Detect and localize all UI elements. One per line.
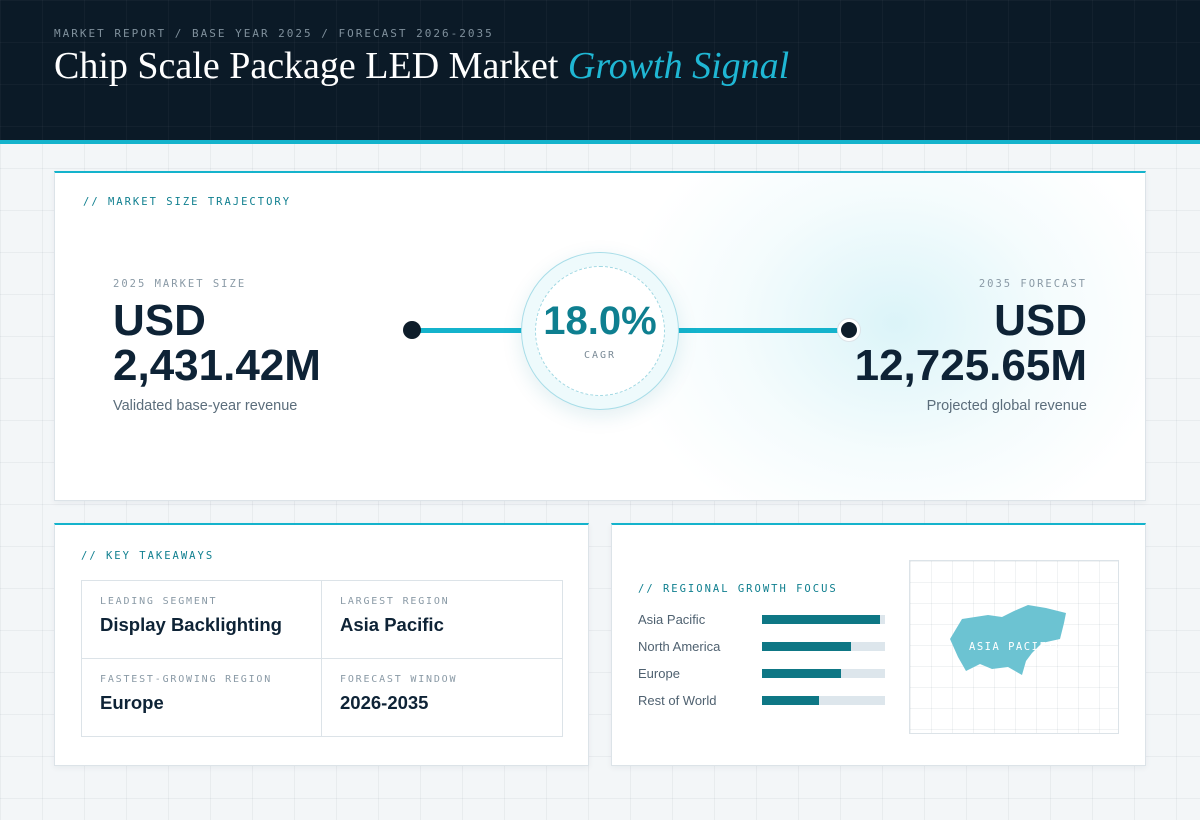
cagr-inner-ring (535, 266, 665, 396)
takeaway-label: LEADING SEGMENT (100, 596, 218, 607)
end-stat-sub: Projected global revenue (926, 398, 1087, 414)
region-bar-row: Rest of World (638, 691, 888, 711)
takeaway-fastest-growing-region: FASTEST-GROWING REGION Europe (82, 659, 322, 736)
takeaway-value: Asia Pacific (340, 614, 444, 635)
trajectory-section-label: // MARKET SIZE TRAJECTORY (83, 196, 292, 208)
takeaway-largest-region: LARGEST REGION Asia Pacific (322, 581, 562, 659)
title-accent: Growth Signal (567, 45, 790, 87)
takeaway-label: FASTEST-GROWING REGION (100, 674, 273, 685)
cagr-label: CAGR (583, 350, 617, 361)
region-bar-row: North America (638, 637, 888, 657)
region-bar-row: Europe (638, 664, 888, 684)
end-currency: USD (994, 296, 1087, 345)
region-bar-row: Asia Pacific (638, 610, 888, 630)
cagr-value: 18.0% (543, 299, 657, 343)
takeaway-leading-segment: LEADING SEGMENT Display Backlighting (82, 581, 322, 659)
region-bar-track (762, 642, 885, 651)
region-bar-fill (762, 696, 819, 705)
cagr-badge: 18.0% CAGR (521, 252, 679, 410)
start-point-dot (403, 321, 421, 339)
key-takeaways-card: // KEY TAKEAWAYS LEADING SEGMENT Display… (54, 523, 589, 766)
region-bar-track (762, 615, 885, 624)
region-bar-fill (762, 615, 881, 624)
end-stat-value: USD 12,725.65M (855, 298, 1087, 388)
region-bar-fill (762, 642, 851, 651)
background-glow (615, 173, 1145, 500)
start-stat-label: 2025 MARKET SIZE (113, 278, 247, 290)
page-header: MARKET REPORT / BASE YEAR 2025 / FORECAS… (0, 0, 1200, 144)
end-stat-label: 2035 FORECAST (978, 278, 1087, 290)
start-currency: USD (113, 296, 206, 345)
report-eyebrow: MARKET REPORT / BASE YEAR 2025 / FORECAS… (54, 27, 494, 40)
takeaway-value: Display Backlighting (100, 614, 282, 635)
takeaway-label: LARGEST REGION (340, 596, 450, 607)
takeaway-value: 2026-2035 (340, 692, 429, 713)
region-bar-label: Asia Pacific (638, 612, 706, 627)
region-bar-label: Europe (638, 666, 680, 681)
region-bar-track (762, 696, 885, 705)
start-stat-sub: Validated base-year revenue (113, 398, 298, 414)
region-map: ASIA PACIFIC (909, 560, 1119, 734)
start-amount: 2,431.42M (113, 341, 321, 390)
title-main: Chip Scale Package LED Market (54, 45, 559, 87)
takeaway-forecast-window: FORECAST WINDOW 2026-2035 (322, 659, 562, 736)
takeaways-grid: LEADING SEGMENT Display Backlighting LAR… (81, 580, 563, 737)
takeaways-section-label: // KEY TAKEAWAYS (81, 550, 215, 562)
regional-section-label: // REGIONAL GROWTH FOCUS (638, 583, 838, 595)
market-size-trajectory-card: // MARKET SIZE TRAJECTORY 2025 MARKET SI… (54, 171, 1146, 501)
region-bar-track (762, 669, 885, 678)
asia-pacific-shape (950, 605, 1066, 675)
start-stat-value: USD 2,431.42M (113, 298, 321, 388)
region-bar-label: Rest of World (638, 693, 717, 708)
end-point-dot (838, 319, 860, 341)
takeaway-value: Europe (100, 692, 164, 713)
page-title: Chip Scale Package LED Market Growth Sig… (54, 44, 789, 88)
regional-growth-card: // REGIONAL GROWTH FOCUS Asia Pacific No… (611, 523, 1146, 766)
region-bar-label: North America (638, 639, 721, 654)
takeaway-label: FORECAST WINDOW (340, 674, 458, 685)
region-bar-fill (762, 669, 841, 678)
asia-pacific-map-icon (950, 605, 1066, 675)
map-region-label: ASIA PACIFIC (969, 641, 1063, 653)
end-amount: 12,725.65M (854, 341, 1087, 390)
